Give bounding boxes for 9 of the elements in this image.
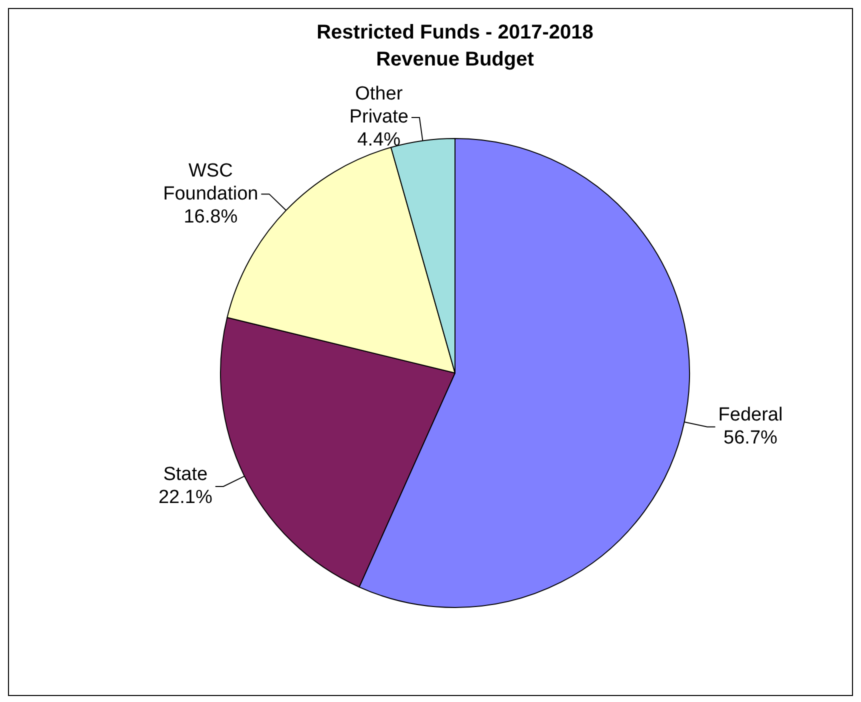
slice-label: Other Private: [349, 84, 408, 128]
slice-label: State: [163, 464, 208, 486]
slice-label: Federal: [718, 404, 783, 426]
data-label: 16.8%: [184, 206, 238, 228]
slice-label: WSC Foundation: [163, 160, 258, 204]
chart-title: Restricted Funds - 2017-2018 Revenue Budget: [316, 22, 594, 71]
data-label: 4.4%: [357, 130, 401, 151]
data-label: 56.7%: [724, 428, 778, 449]
data-label: 22.1%: [158, 487, 212, 508]
